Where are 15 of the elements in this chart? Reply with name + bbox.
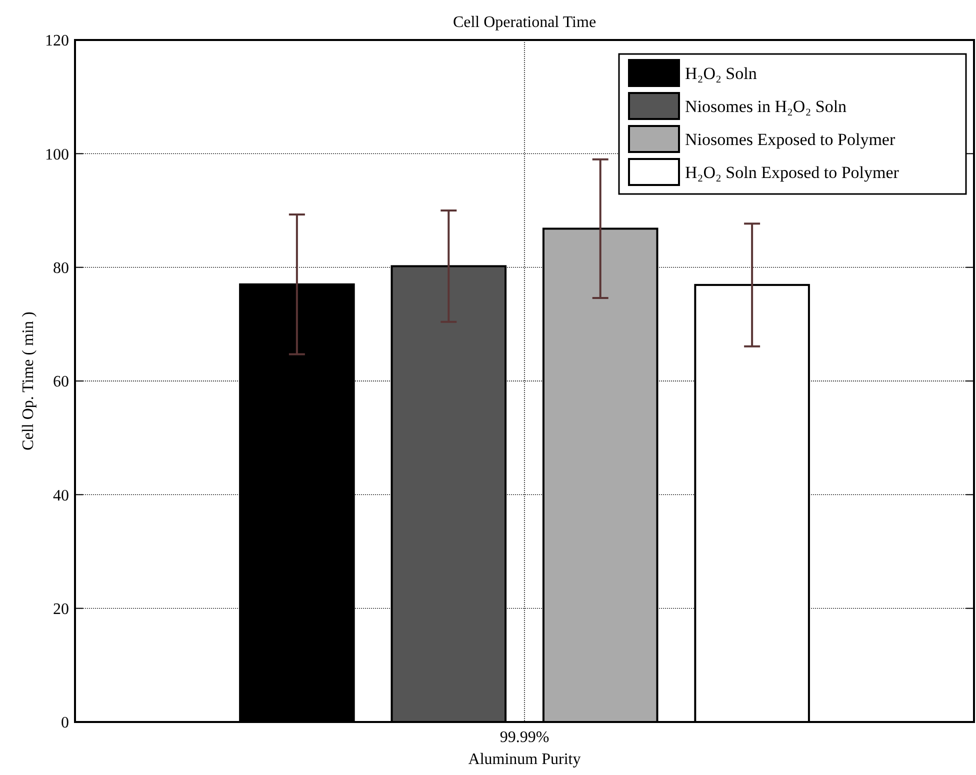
y-tick-label: 20 (53, 600, 69, 618)
legend-label: H₂O₂ Soln (685, 64, 758, 83)
chart-title: Cell Operational Time (452, 14, 596, 31)
legend-label: Niosomes Exposed to Polymer (685, 130, 896, 149)
y-tick-label: 40 (53, 487, 69, 504)
legend-label: Niosomes in H₂O₂ Soln (685, 97, 848, 116)
x-axis-title: Aluminum Purity (468, 751, 581, 768)
x-tick-label: 99.99% (500, 729, 550, 746)
y-tick-label: 60 (53, 374, 69, 391)
y-tick-label: 0 (61, 714, 69, 732)
y-tick-label: 80 (53, 260, 69, 277)
y-axis-title: Cell Op. Time ( min ) (20, 312, 37, 450)
y-tick-label: 100 (45, 146, 69, 164)
y-tick-label: 120 (45, 32, 69, 50)
legend-label: H₂O₂ Soln Exposed to Polymer (685, 163, 900, 182)
